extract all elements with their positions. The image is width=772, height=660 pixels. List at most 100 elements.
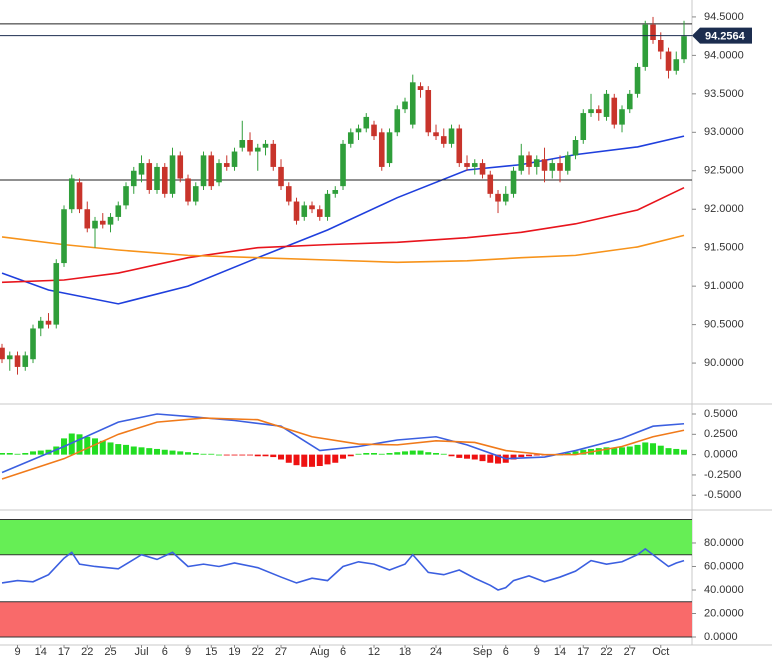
macd-histogram-bar	[278, 454, 285, 460]
candle-body	[14, 355, 21, 367]
y-tick-label: -0.5000	[704, 489, 741, 501]
macd-histogram-bar	[440, 453, 447, 455]
macd-histogram-bar	[107, 442, 114, 455]
macd-histogram-bar	[200, 453, 207, 455]
candle-body	[107, 216, 114, 225]
y-tick-label: 92.0000	[704, 203, 744, 215]
candle-body	[665, 51, 672, 71]
candle-body	[588, 109, 594, 114]
candle-body	[192, 186, 199, 202]
macd-histogram-bar	[619, 447, 626, 455]
x-tick-label: 22	[252, 646, 264, 658]
macd-histogram-bar	[634, 444, 641, 455]
candle-body	[6, 355, 13, 360]
candle-body	[115, 205, 122, 217]
macd-histogram-bar	[92, 438, 99, 455]
macd-histogram-bar	[185, 452, 192, 455]
indicator-line	[1, 417, 685, 480]
candle-body	[61, 209, 67, 264]
candle-body	[371, 124, 377, 137]
y-tick-label: 60.0000	[704, 560, 744, 572]
candle-body	[495, 193, 501, 202]
macd-histogram-bar	[68, 433, 75, 455]
candle-body	[681, 36, 687, 60]
macd-histogram-bar	[84, 436, 91, 455]
x-tick-label: 14	[554, 646, 566, 658]
candle-body	[657, 40, 664, 52]
macd-histogram-bar	[130, 446, 137, 455]
macd-histogram-bar	[254, 454, 261, 457]
candle-body	[254, 147, 261, 152]
macd-histogram-bar	[309, 454, 316, 467]
candle-body	[471, 163, 478, 167]
y-tick-label: 0.5000	[704, 408, 738, 420]
candle-body	[123, 186, 129, 206]
candle-body	[68, 178, 75, 210]
candle-body	[231, 151, 238, 167]
current-price-label: 94.2564	[705, 31, 746, 43]
candle-body	[456, 128, 463, 164]
macd-histogram-bar	[456, 454, 463, 458]
candle-body	[626, 93, 633, 110]
x-tick-label: 18	[399, 646, 411, 658]
candle-body	[130, 170, 137, 187]
macd-histogram-bar	[611, 448, 618, 455]
macd-histogram-bar	[115, 444, 122, 455]
macd-histogram-bar	[665, 448, 672, 455]
macd-histogram-bar	[363, 453, 370, 455]
y-tick-label: 0.0000	[704, 631, 738, 643]
macd-histogram-bar	[285, 454, 292, 463]
candle-body	[378, 132, 385, 167]
macd-histogram-bar	[572, 451, 579, 455]
x-tick-label: 9	[534, 646, 540, 658]
x-tick-label: 27	[275, 646, 287, 658]
y-tick-label: 92.5000	[704, 165, 744, 177]
macd-histogram-bar	[316, 454, 323, 467]
candle-body	[634, 66, 641, 94]
candle-body	[595, 109, 602, 114]
macd-histogram-bar	[355, 453, 362, 455]
candle-body	[479, 163, 486, 175]
candle-body	[316, 209, 323, 217]
y-tick-label: -0.2500	[704, 469, 741, 481]
x-tick-label: 17	[58, 646, 70, 658]
candle-body	[611, 97, 618, 125]
candle-body	[169, 155, 176, 194]
macd-histogram-bar	[154, 448, 161, 455]
x-tick-label: 19	[228, 646, 240, 658]
candle-body	[76, 182, 83, 210]
candle-body	[425, 90, 432, 133]
macd-histogram-bar	[642, 442, 649, 455]
macd-histogram-bar	[138, 447, 145, 455]
candle-body	[185, 178, 191, 202]
x-tick-label: 15	[205, 646, 217, 658]
candle-body	[208, 155, 215, 187]
macd-histogram-bar	[30, 451, 37, 455]
candle-body	[417, 86, 424, 90]
candle-body	[293, 201, 300, 221]
y-tick-label: 0.2500	[704, 428, 738, 440]
macd-histogram-bar	[471, 454, 478, 460]
macd-histogram-bar	[673, 448, 680, 455]
candle-body	[409, 82, 416, 125]
y-tick-label: 80.0000	[704, 537, 744, 549]
candle-body	[146, 163, 153, 190]
candle-body	[619, 109, 625, 125]
x-tick-label: 24	[430, 646, 442, 658]
macd-histogram-bar	[340, 454, 347, 459]
macd-histogram-bar	[293, 454, 300, 466]
candle-body	[487, 174, 494, 194]
macd-histogram-bar	[409, 450, 416, 455]
x-tick-label: 9	[185, 646, 191, 658]
macd-histogram-bar	[347, 454, 354, 457]
macd-histogram-bar	[14, 453, 21, 455]
candle-body	[30, 328, 36, 360]
candle-body	[557, 163, 563, 171]
candle-body	[448, 128, 455, 144]
macd-histogram-bar	[448, 454, 455, 457]
candle-body	[433, 132, 439, 137]
candle-body	[464, 163, 470, 167]
candle-body	[526, 155, 532, 167]
candle-body	[673, 59, 680, 71]
candle-body	[386, 132, 393, 164]
